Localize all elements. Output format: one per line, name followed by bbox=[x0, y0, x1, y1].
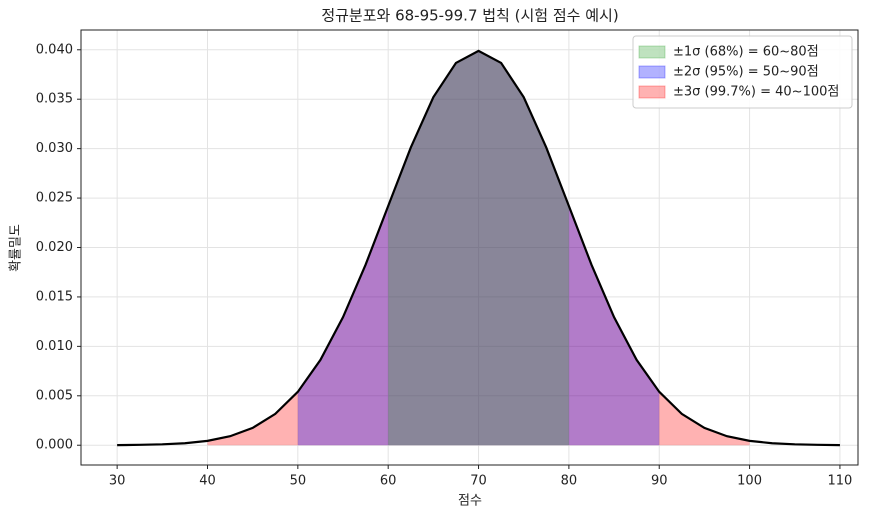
x-tick-label: 90 bbox=[651, 474, 668, 489]
legend-label: ±3σ (99.7%) = 40~100점 bbox=[673, 85, 839, 100]
legend-swatch bbox=[638, 45, 666, 59]
legend-swatch bbox=[638, 65, 666, 79]
x-tick-label: 110 bbox=[828, 474, 853, 489]
x-tick-label: 80 bbox=[561, 474, 578, 489]
x-tick-label: 60 bbox=[380, 474, 397, 489]
y-tick-label: 0.030 bbox=[36, 141, 73, 156]
legend-box bbox=[632, 35, 853, 109]
sigma-band bbox=[388, 50, 569, 446]
legend-label: ±2σ (95%) = 50~90점 bbox=[673, 65, 819, 80]
plot-frame bbox=[80, 29, 859, 466]
x-tick-label: 50 bbox=[290, 474, 307, 489]
y-tick-label: 0.000 bbox=[36, 438, 73, 453]
density-curve bbox=[117, 49, 840, 447]
chart-title: 정규분포와 68-95-99.7 법칙 (시험 점수 예시) bbox=[321, 7, 618, 25]
x-tick-label: 70 bbox=[470, 474, 487, 489]
x-tick-label: 40 bbox=[199, 474, 216, 489]
y-tick-label: 0.020 bbox=[36, 240, 73, 255]
legend: ±1σ (68%) = 60~80점 ±2σ (95%) = 50~90점 ±3σ … bbox=[632, 35, 853, 109]
sigma-band bbox=[297, 50, 660, 446]
x-tick-label: 30 bbox=[109, 474, 126, 489]
y-tick-label: 0.005 bbox=[36, 388, 73, 403]
legend-swatch bbox=[638, 85, 666, 99]
y-tick-label: 0.010 bbox=[36, 339, 73, 354]
y-tick-label: 0.035 bbox=[36, 92, 73, 107]
x-axis-label: 점수 bbox=[458, 494, 482, 509]
y-tick-label: 0.015 bbox=[36, 289, 73, 304]
legend-label: ±1σ (68%) = 60~80점 bbox=[673, 45, 819, 60]
sigma-band bbox=[207, 50, 750, 446]
y-axis-label: 확률밀도 bbox=[9, 224, 24, 272]
x-tick-label: 100 bbox=[737, 474, 762, 489]
y-tick-label: 0.040 bbox=[36, 42, 73, 57]
y-tick-label: 0.025 bbox=[36, 191, 73, 206]
